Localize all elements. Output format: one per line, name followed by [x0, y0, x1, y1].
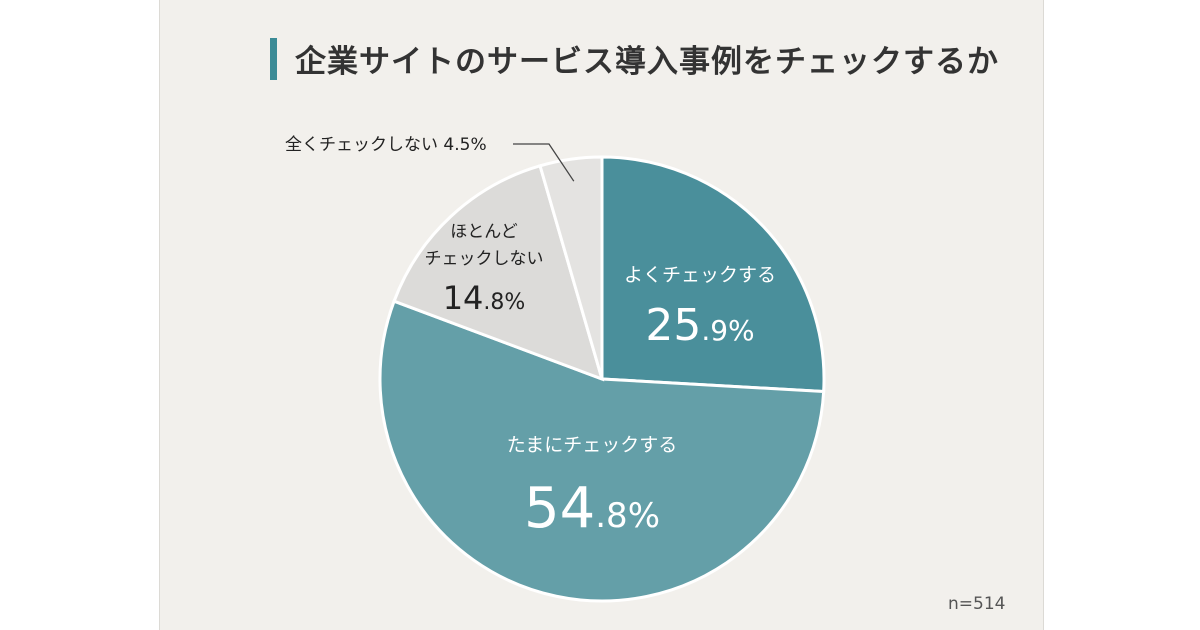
- slice-sometimes-check: [378, 299, 826, 603]
- slice-value-sometimes-check: 54.8%: [524, 476, 660, 541]
- slice-label-sometimes-check: たまにチェックする: [507, 434, 677, 456]
- slice-label-rarely-check-line2: チェックしない: [425, 249, 544, 269]
- sample-size-label: n=514: [948, 594, 1006, 614]
- never-check-leader-line: [513, 143, 575, 182]
- chart-title: 企業サイトのサービス導入事例をチェックするか: [295, 44, 999, 80]
- slice-often-check: [600, 155, 826, 394]
- slice-rarely-check: [392, 163, 605, 382]
- slice-label-often-check: よくチェックする: [624, 264, 776, 286]
- slice-value-often-check: 25.9%: [645, 300, 754, 351]
- slice-never-check: [538, 155, 604, 380]
- slice-label-rarely-check-line1: ほとんど: [450, 222, 518, 242]
- slice-label-never-check: 全くチェックしない 4.5%: [285, 135, 487, 155]
- title-accent-bar: [270, 38, 277, 80]
- slice-value-rarely-check: 14.8%: [443, 279, 526, 317]
